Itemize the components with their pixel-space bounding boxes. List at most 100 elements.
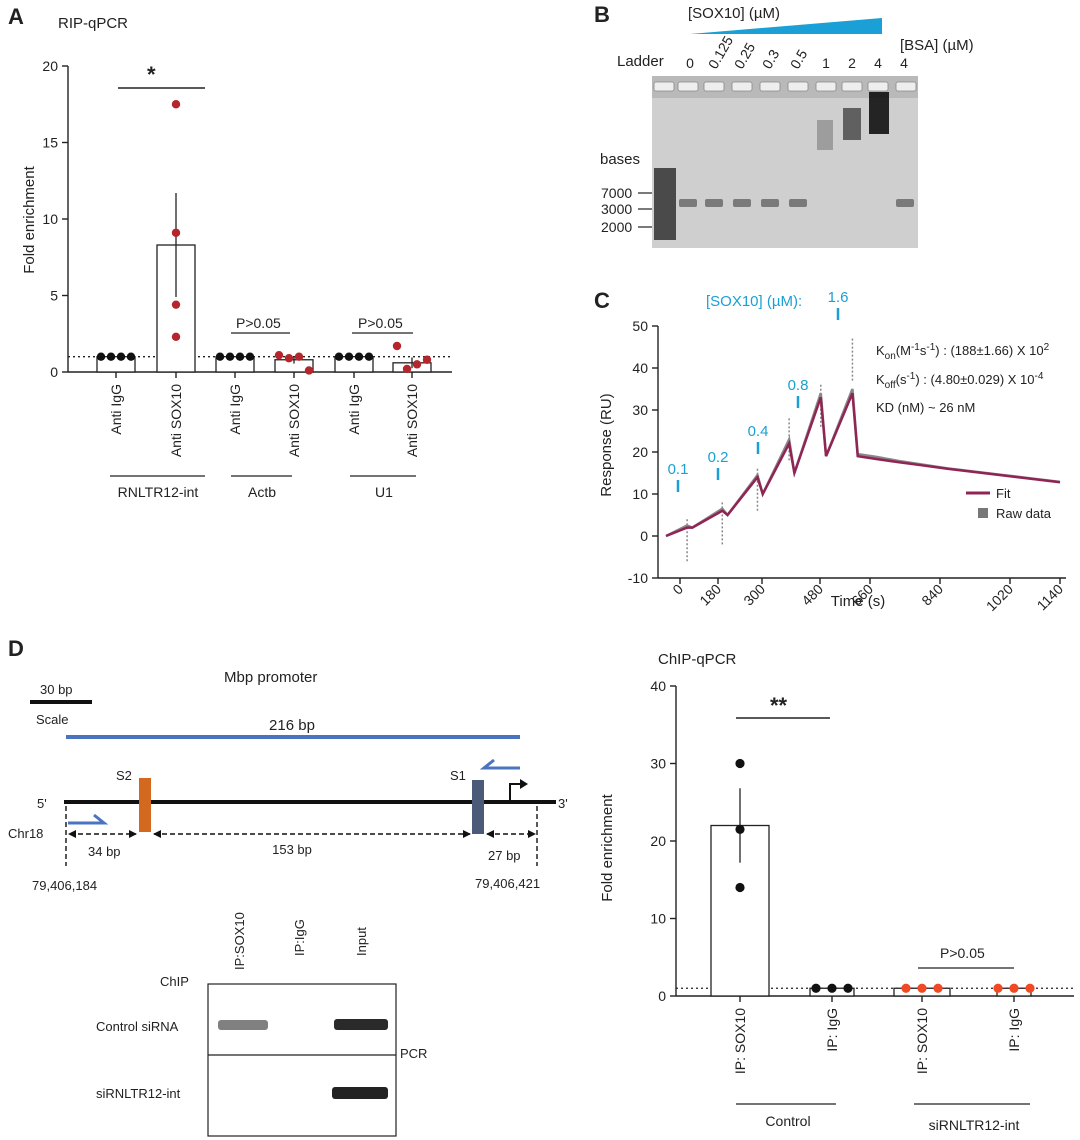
chip-title: ChIP-qPCR [658, 651, 737, 668]
koff-exp: -4 [1035, 371, 1044, 382]
a-data-point [225, 352, 235, 361]
d-xtick-label: IP: IgG [824, 1008, 840, 1052]
dimension-lines [65, 806, 538, 866]
b-lane-label: 4 [874, 55, 882, 71]
c-conc-mark-label: 1.6 [828, 289, 849, 306]
panel-c-ylabel: Response (RU) [598, 393, 615, 496]
b-free-band [761, 199, 779, 207]
a-data-point [392, 341, 402, 351]
panel-c-legend-raw-swatch [978, 508, 988, 518]
b-lane-label: 0.3 [759, 46, 783, 71]
c-conc-mark-label: 0.1 [668, 461, 689, 478]
c-xtick-label: 480 [798, 581, 826, 609]
kon-value: ) : (188±1.66) X 10 [935, 343, 1043, 358]
d-ytick-label: 0 [658, 988, 666, 1004]
d-ytick-label: 40 [650, 678, 666, 694]
s2-label: S2 [116, 768, 132, 783]
a-xtick-label: Anti SOX10 [168, 384, 184, 457]
a-data-point [422, 355, 432, 364]
b-lane-label: 2 [848, 55, 856, 71]
forward-primer [68, 813, 109, 825]
panel-b-size-7000: 7000 [601, 185, 632, 201]
gel-lane-ip-sox10: IP:SOX10 [232, 912, 247, 970]
panel-a-actb-p: P>0.05 [236, 315, 281, 331]
tss-arrowhead [520, 779, 528, 789]
a-data-point [235, 352, 245, 361]
b-free-band [733, 199, 751, 207]
c-ytick-label: 20 [632, 444, 648, 460]
d-data-point [1009, 983, 1019, 993]
a-data-point [116, 352, 126, 361]
panel-a-letter: A [8, 4, 24, 29]
band-sirna-input [332, 1087, 388, 1099]
a-data-point [284, 354, 294, 363]
dimension-arrowheads [68, 830, 536, 838]
panel-b-conc-label: [SOX10] (µM) [688, 5, 780, 22]
a-ytick-label: 10 [42, 211, 58, 227]
a-xtick-label: Anti IgG [346, 384, 362, 435]
a-data-point [126, 352, 136, 361]
a-data-point [344, 352, 354, 361]
c-ytick-label: 50 [632, 318, 648, 334]
d-data-point [933, 983, 943, 993]
panel-b-bands [653, 81, 917, 240]
a-data-point [364, 352, 374, 361]
b-lane-label: 0.25 [731, 40, 759, 72]
d-data-point [917, 983, 927, 993]
a-data-point [334, 352, 344, 361]
d-ytick-label: 30 [650, 756, 666, 772]
band-control-sox10 [218, 1020, 268, 1030]
a-ytick-label: 5 [50, 288, 58, 304]
c-fit-line [665, 392, 1061, 538]
d-data-point [1025, 983, 1035, 993]
d-data-point [735, 882, 745, 893]
panel-b-bsa-label: [BSA] (µM) [900, 37, 974, 54]
gel-lane-input: Input [354, 927, 369, 956]
promoter-title: Mbp promoter [224, 669, 317, 686]
a-data-point [96, 352, 106, 361]
d-data-point [735, 824, 745, 834]
kon-units: (M [896, 343, 911, 358]
a-xtick-label: Anti IgG [227, 384, 243, 435]
koff-sub: off [885, 380, 896, 391]
a-xtick-label: Anti IgG [108, 384, 124, 435]
panel-b-letter: B [594, 2, 610, 27]
c-ytick-label: 40 [632, 360, 648, 376]
a-data-point [215, 352, 225, 361]
c-conc-mark-label: 0.4 [748, 423, 769, 440]
a-xtick-label: Anti SOX10 [286, 384, 302, 457]
d-ytick-label: 10 [650, 911, 666, 927]
tss-arrow [509, 783, 522, 800]
s1-label: S1 [450, 768, 466, 783]
b-shift-band [843, 108, 861, 140]
panel-d-chip-chart: ChIP-qPCR Fold enrichment 0 10 20 30 40 IP: S… [599, 651, 1074, 1133]
c-xtick-label: 1140 [1034, 581, 1067, 614]
a-data-point [106, 352, 116, 361]
c-xtick-label: 0 [669, 581, 686, 598]
b-well [703, 81, 725, 92]
koff-value: ) : (4.80±0.029) X 10 [915, 372, 1034, 387]
panel-a-u1-p: P>0.05 [358, 315, 403, 331]
coord-left: 79,406,184 [32, 878, 97, 893]
a-data-point [294, 352, 304, 361]
d-data-point [735, 758, 745, 769]
b-well [787, 81, 809, 92]
d-xtick-label: IP: IgG [1006, 1008, 1022, 1052]
chip-ylabel: Fold enrichment [599, 793, 616, 901]
c-ytick-label: 0 [640, 528, 648, 544]
gel-lane-ip-igg: IP:IgG [292, 919, 307, 956]
chip-sig-stars: ** [770, 693, 788, 718]
kon-k: K [876, 343, 885, 358]
panel-c-kd: KD (nM) ~ 26 nM [876, 400, 975, 415]
kon-rest: s [920, 343, 927, 358]
panel-b-bases-label: bases [600, 151, 640, 168]
coord-right: 79,406,421 [475, 876, 540, 891]
panel-a-axes: 0 5 10 15 20 Anti IgG Anti SOX10 Anti IgG Anti S… [42, 58, 452, 457]
a-ytick-label: 15 [42, 135, 58, 151]
d-ytick-label: 20 [650, 833, 666, 849]
b-free-band [789, 199, 807, 207]
koff-k: K [876, 372, 885, 387]
gel-row-sirna: siRNLTR12-int [96, 1086, 181, 1101]
